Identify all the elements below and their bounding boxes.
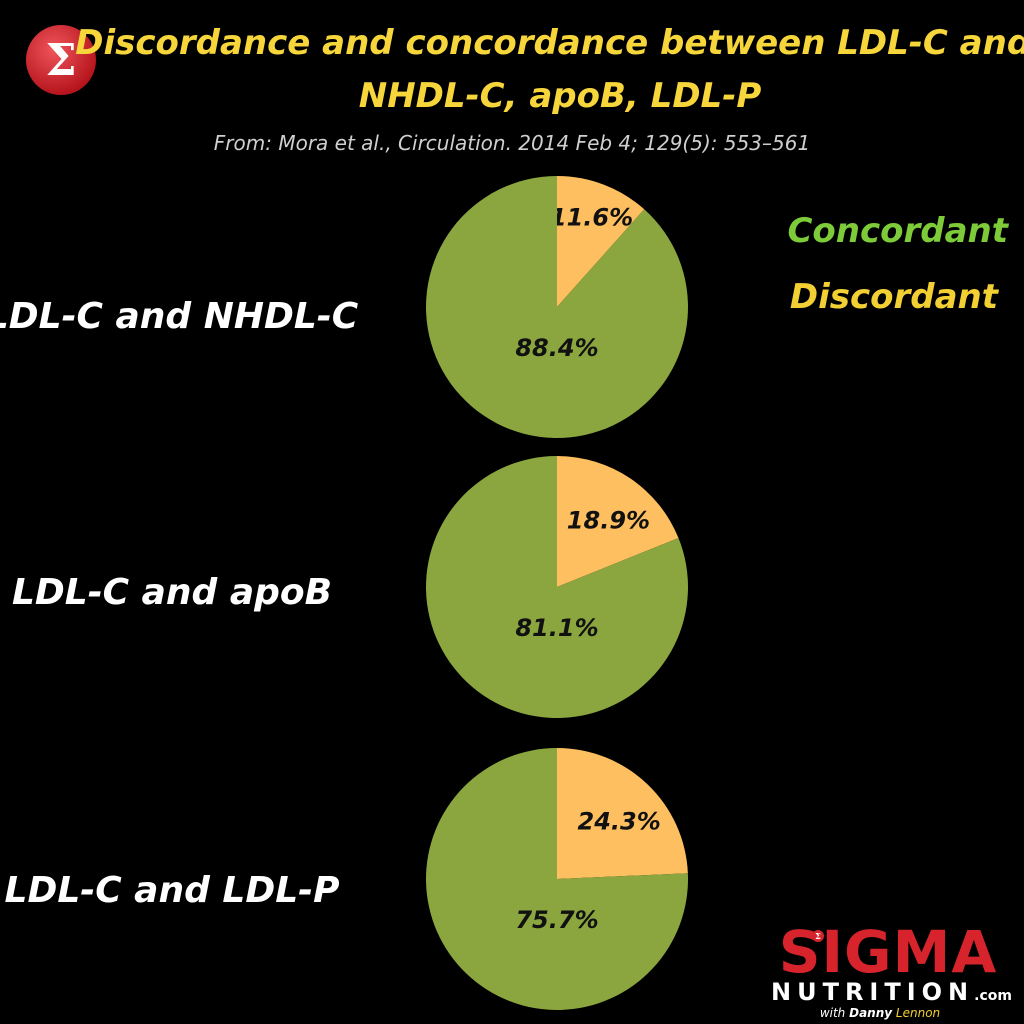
pie-slice-discordant bbox=[557, 456, 679, 587]
logo-brand-top: SIGMA bbox=[779, 918, 998, 986]
svg-text:Σ: Σ bbox=[815, 931, 821, 941]
pie-chart-2: 18.9% 81.1% LDL-C and apoB bbox=[12, 456, 688, 718]
logo-brand-bottom: NUTRITION.com bbox=[771, 978, 1012, 1006]
chart-title-line-2: NHDL-C, apoB, LDL-P bbox=[359, 76, 762, 116]
svg-text:Σ: Σ bbox=[45, 35, 76, 86]
pie-data-label: 88.4% bbox=[515, 334, 598, 362]
pie-chart-1: 11.6% 88.4% LDL-C and NHDL-C bbox=[0, 176, 689, 439]
pie-slice-concordant bbox=[425, 176, 689, 439]
pie-slice-concordant bbox=[425, 748, 688, 1010]
pie-row-label: LDL-C and NHDL-C bbox=[0, 296, 359, 337]
pie-data-label: 81.1% bbox=[515, 614, 598, 642]
pie-data-label: 75.7% bbox=[515, 906, 598, 934]
logo-sigma-icon bbox=[812, 930, 824, 942]
pie-charts: 11.6% 88.4% LDL-C and NHDL-C 18.9% 81.1% LDL-… bbox=[0, 176, 689, 1010]
source-citation: From: Mora et al., Circulation. 2014 Feb… bbox=[214, 131, 810, 155]
pie-data-label: 24.3% bbox=[578, 807, 661, 835]
legend-concordant: Concordant bbox=[787, 211, 1009, 251]
pie-row-label: LDL-C and LDL-P bbox=[5, 870, 340, 911]
logo-byline: with Danny Lennon bbox=[820, 1006, 940, 1020]
pie-chart-3: 24.3% 75.7% LDL-C and LDL-P bbox=[5, 748, 688, 1010]
sigma-nutrition-logo: SIGMA Σ NUTRITION.com with Danny Lennon bbox=[771, 918, 1012, 1020]
pie-data-label: 18.9% bbox=[567, 507, 650, 535]
pie-slice-discordant bbox=[557, 748, 688, 879]
chart-title-line-1: Discordance and concordance between LDL-… bbox=[75, 23, 1024, 63]
pie-slice-discordant bbox=[557, 176, 645, 307]
pie-slice-concordant bbox=[425, 456, 688, 718]
legend-discordant: Discordant bbox=[790, 277, 1000, 317]
pie-data-label: 11.6% bbox=[550, 203, 633, 231]
pie-row-label: LDL-C and apoB bbox=[12, 572, 332, 613]
sigma-icon: Σ bbox=[26, 25, 96, 95]
